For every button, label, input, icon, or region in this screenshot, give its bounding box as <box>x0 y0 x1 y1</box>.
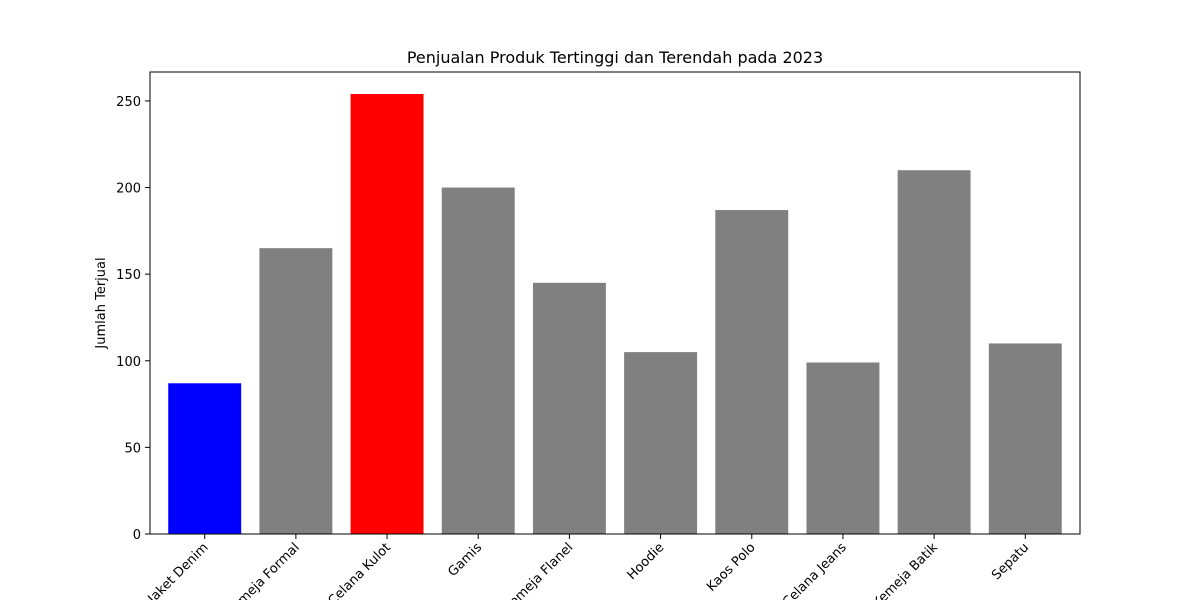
y-axis-label: Jumlah Terjual <box>94 257 109 349</box>
y-tick-label: 50 <box>124 441 141 456</box>
x-tick-label: Hoodie <box>625 540 668 583</box>
x-tick-label: Celana Kulot <box>325 540 393 600</box>
bar <box>532 282 606 534</box>
bar <box>715 210 789 534</box>
y-tick-label: 150 <box>116 268 141 283</box>
y-tick-label: 100 <box>116 355 141 370</box>
x-tick-label: Gamis <box>445 540 485 580</box>
bar <box>441 187 515 535</box>
x-tick-label: Kemeja Formal <box>224 540 303 600</box>
y-ticks-group: 0 50 100 150 200 250 <box>116 95 150 543</box>
bar <box>897 170 971 534</box>
x-tick-label: Kaos Polo <box>704 540 758 594</box>
chart-title: Penjualan Produk Tertinggi dan Terendah … <box>407 48 823 67</box>
x-tick-label: Kemeja Flanel <box>501 540 576 600</box>
x-tick-label: Kemeja Batik <box>870 540 941 600</box>
y-tick-label: 200 <box>116 182 141 197</box>
x-tick-label: Jaket Denim <box>145 540 212 600</box>
bar <box>988 343 1062 534</box>
bar <box>624 352 698 534</box>
y-tick-label: 250 <box>116 95 141 110</box>
bar <box>168 383 242 534</box>
x-ticks-group: Jaket Denim Kemeja Formal Celana Kulot Gami… <box>145 534 1032 600</box>
bar <box>350 94 424 534</box>
bar <box>806 362 880 534</box>
x-tick-label: Celana Jeans <box>780 540 850 600</box>
plot-area-frame <box>149 71 1081 535</box>
y-tick-label: 0 <box>133 528 141 543</box>
x-tick-label: Sepatu <box>989 540 1032 583</box>
bars-group <box>168 94 1062 535</box>
bar <box>259 248 333 535</box>
